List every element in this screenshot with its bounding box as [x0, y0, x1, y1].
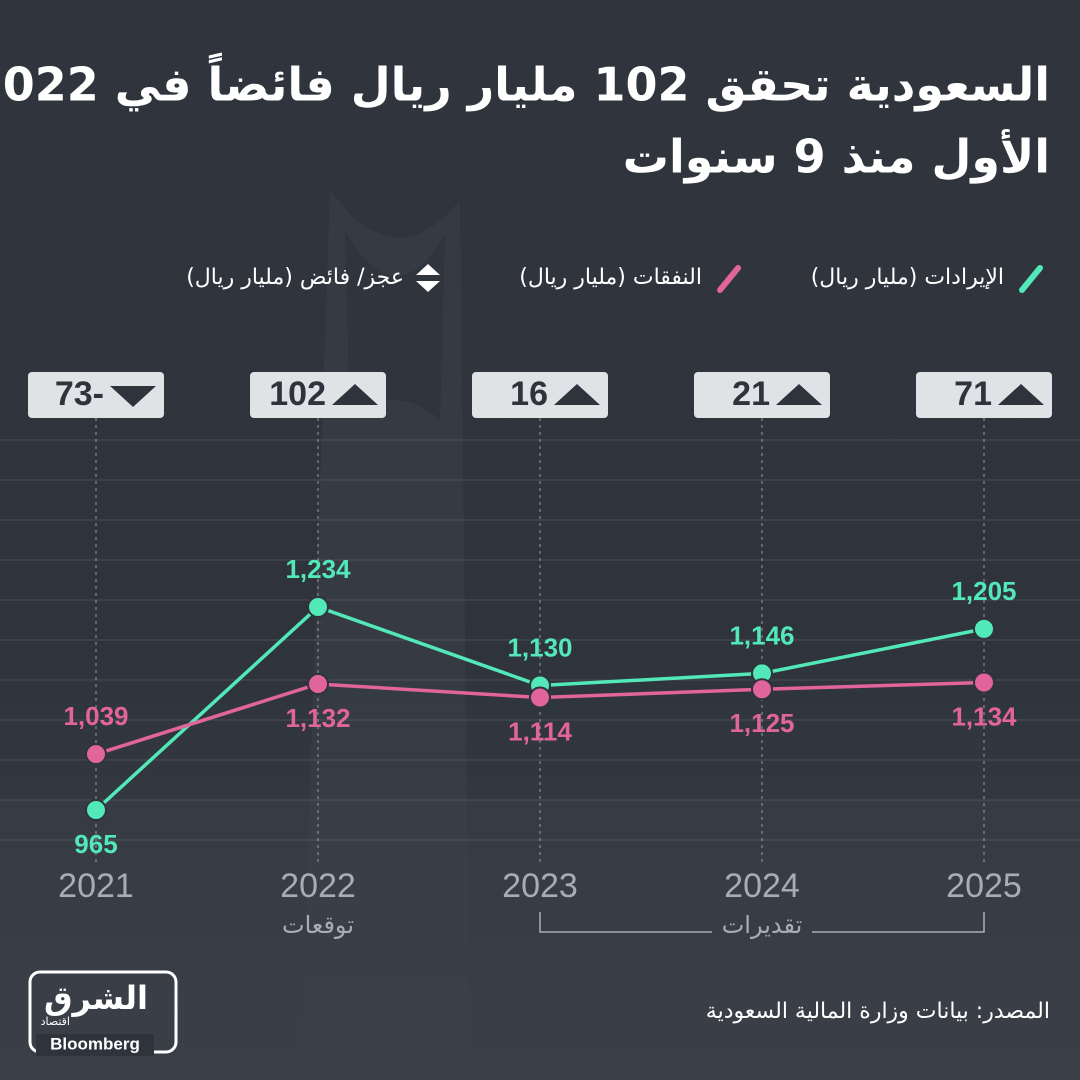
- legend-icon: [416, 264, 440, 275]
- data-label: 1,134: [951, 701, 1017, 731]
- logo-band: [36, 1034, 154, 1056]
- data-point: [307, 596, 329, 618]
- x-tick-label: 2024: [724, 867, 800, 905]
- balance-label: 16: [510, 375, 548, 413]
- balance-label: 73-: [55, 375, 104, 413]
- balance-arrow: [554, 384, 600, 405]
- data-label: 1,234: [285, 554, 351, 584]
- data-label: 1,205: [951, 576, 1016, 606]
- balance-label: 21: [732, 375, 770, 413]
- source: المصدر: بيانات وزارة المالية السعودية: [706, 999, 1050, 1024]
- balance-badge: [694, 372, 830, 418]
- balance-badge: [916, 372, 1052, 418]
- data-point: [85, 799, 107, 821]
- data-label: 1,039: [63, 701, 128, 731]
- data-point: [307, 672, 329, 695]
- legend-icon: [717, 265, 741, 293]
- data-point: [973, 671, 995, 694]
- annotation-bracket: [539, 912, 985, 933]
- legend-icon: [1019, 265, 1043, 293]
- plot: 2021 73- 2022 102 2023 16 2024 21 2025 71 توقعات تق…: [28, 372, 1052, 939]
- annotation: تقديرات: [722, 911, 803, 939]
- x-tick-label: 2022: [280, 867, 356, 905]
- legend-label: عجز/ فائض (مليار ريال): [186, 265, 404, 290]
- balance-arrow: [776, 384, 822, 405]
- title: السعودية تحقق 102 مليار ريال فائضاً في 2…: [0, 52, 1050, 111]
- legend-label: النفقات (مليار ريال): [519, 265, 702, 290]
- data-label: 1,125: [729, 708, 794, 738]
- title: الأول منذ 9 سنوات: [623, 129, 1050, 184]
- x-tick-label: 2025: [946, 867, 1022, 905]
- data-label: 1,114: [508, 716, 572, 746]
- legend-label: الإيرادات (مليار ريال): [811, 265, 1004, 290]
- data-point: [85, 743, 107, 766]
- balance-badge: [472, 372, 608, 418]
- data-label: 1,130: [507, 632, 572, 662]
- data-label: 1,146: [729, 620, 794, 650]
- balance-arrow: [332, 384, 378, 405]
- background-city: [0, 800, 1080, 1080]
- balance-label: 71: [954, 375, 992, 413]
- data-point: [973, 617, 995, 640]
- data-label: 965: [74, 829, 117, 859]
- data-point: [529, 686, 551, 709]
- balance-label: 102: [269, 375, 326, 413]
- logo-sub: اقتصاد: [41, 1015, 70, 1028]
- logo-partner: Bloomberg: [50, 1034, 140, 1053]
- x-tick-label: 2021: [58, 867, 134, 905]
- data-point: [751, 678, 773, 701]
- balance-badge: [250, 372, 386, 418]
- logo-name: الشرق: [44, 979, 148, 1017]
- balance-arrow: [998, 384, 1044, 405]
- annotation: توقعات: [282, 911, 354, 939]
- legend-icon: [416, 281, 440, 292]
- balance-badge: [28, 372, 164, 418]
- balance-arrow: [110, 386, 156, 407]
- logo: الشرق اقتصاد Bloomberg: [28, 970, 178, 1056]
- data-label: 1,132: [285, 703, 350, 733]
- x-tick-label: 2023: [502, 867, 578, 905]
